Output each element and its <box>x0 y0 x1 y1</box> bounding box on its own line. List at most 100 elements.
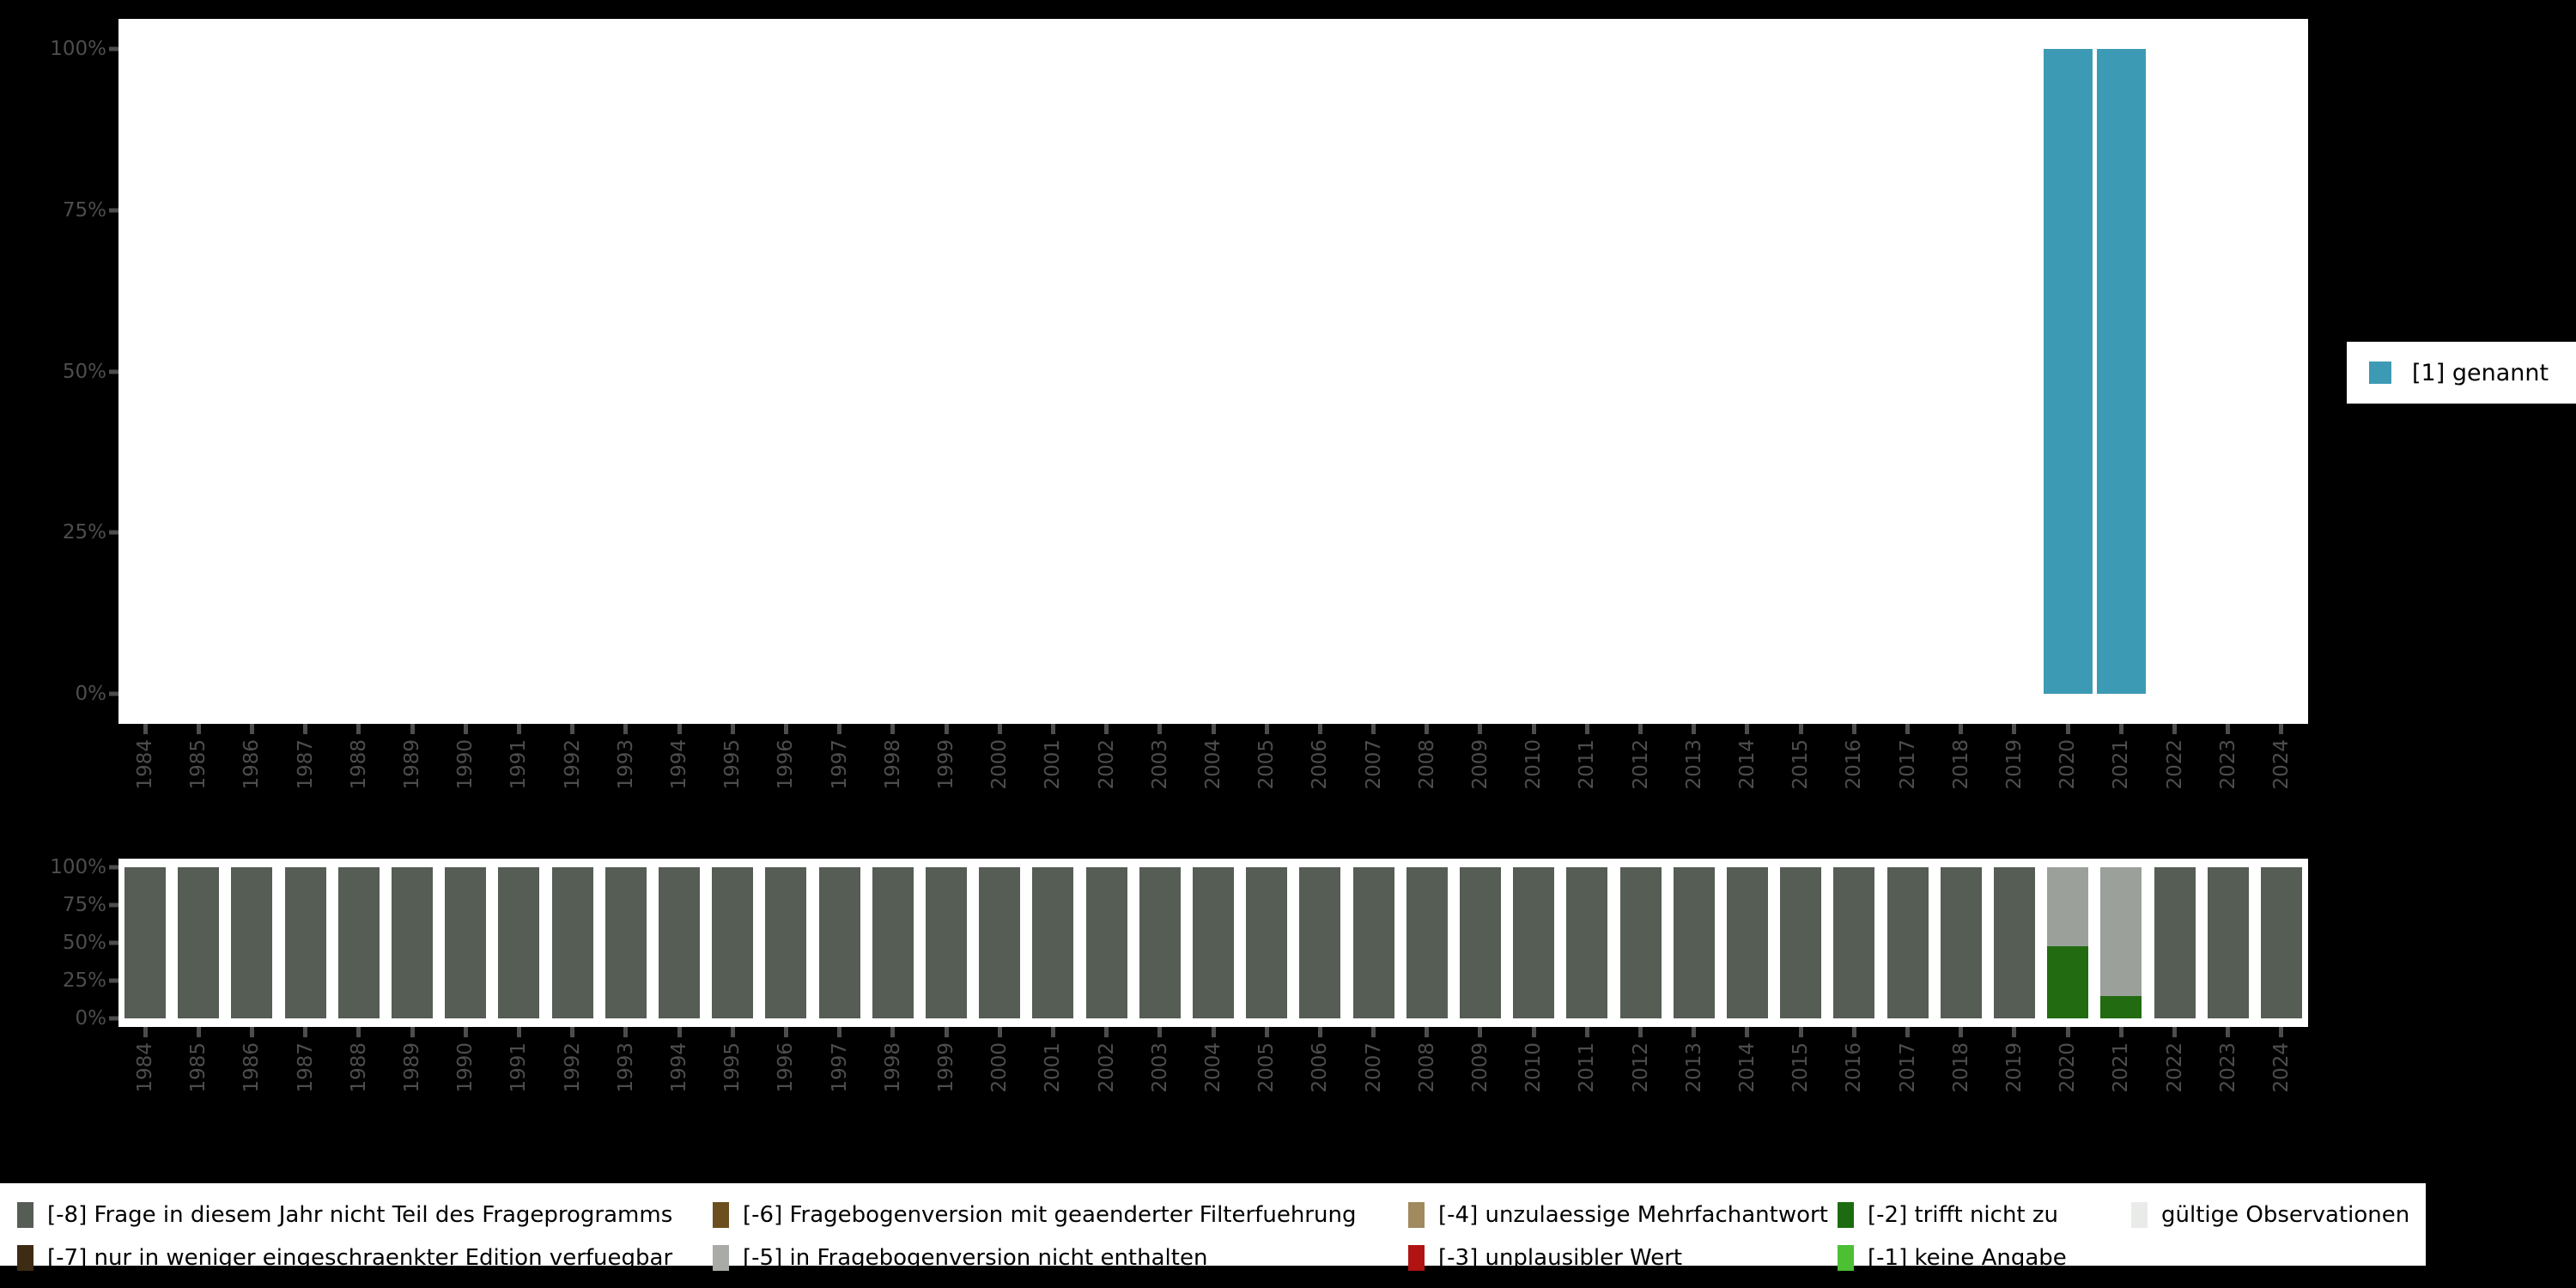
x-tick-label: 2016 <box>1843 1042 1866 1093</box>
x-tick-mark <box>410 724 415 734</box>
x-tick-mark <box>410 1027 415 1037</box>
y-tick-mark-bottom <box>109 978 118 983</box>
x-tick-mark <box>196 724 201 734</box>
x-tick-mark <box>1264 724 1269 734</box>
x-tick-label: 2002 <box>1095 1042 1118 1093</box>
stack-segment <box>1406 867 1448 1018</box>
stacked-bar-1991 <box>498 867 540 1018</box>
x-tick-mark <box>1798 724 1803 734</box>
stacked-bar-plot-area <box>118 859 2308 1027</box>
x-tick-label: 2023 <box>2216 1042 2239 1093</box>
x-tick-1995: 1995 <box>708 724 757 790</box>
legend-label: [-4] unzulaessige Mehrfachantwort <box>1438 1202 1828 1228</box>
x-tick-mark <box>1959 724 1964 734</box>
x-tick-label: 2011 <box>1576 1042 1599 1093</box>
stack-segment <box>1673 867 1715 1018</box>
stack-segment <box>1513 867 1555 1018</box>
x-tick-mark <box>730 724 735 734</box>
x-tick-mark <box>2279 724 2284 734</box>
x-tick-mark <box>783 724 788 734</box>
x-tick-label: 2024 <box>2269 1042 2293 1093</box>
x-tick-label: 1996 <box>775 739 798 790</box>
x-tick-mark <box>570 724 575 734</box>
x-tick-mark <box>356 724 361 734</box>
x-tick-label: 2012 <box>1629 1042 1652 1093</box>
stack-segment <box>1246 867 1288 1018</box>
x-tick-mark <box>1425 724 1430 734</box>
x-tick-2017: 2017 <box>1883 1027 1932 1093</box>
x-tick-mark <box>997 1027 1002 1037</box>
legend-item: [-4] unzulaessige Mehrfachantwort <box>1408 1202 1828 1228</box>
x-tick-mark <box>837 724 842 734</box>
x-tick-1993: 1993 <box>601 724 650 790</box>
x-tick-mark <box>1104 1027 1109 1037</box>
x-tick-mark <box>1584 1027 1589 1037</box>
x-tick-label: 2005 <box>1255 1042 1279 1093</box>
x-tick-mark <box>463 724 468 734</box>
stack-segment <box>872 867 914 1018</box>
x-tick-label: 1984 <box>134 1042 157 1093</box>
stack-segment <box>231 867 273 1018</box>
x-tick-label: 2022 <box>2163 739 2186 790</box>
x-tick-mark <box>837 1027 842 1037</box>
stacked-bar-2005 <box>1246 867 1288 1018</box>
legend-item: [-6] Fragebogenversion mit geaenderter F… <box>713 1202 1356 1228</box>
x-tick-1995: 1995 <box>708 1027 757 1093</box>
x-tick-mark <box>1851 1027 1856 1037</box>
stacked-bar-1986 <box>231 867 273 1018</box>
legend-swatch <box>713 1202 729 1228</box>
stacked-bar-1987 <box>284 867 326 1018</box>
x-tick-label: 1989 <box>401 739 424 790</box>
stacked-bar-2021 <box>2100 867 2142 1018</box>
stacked-bar-2000 <box>979 867 1021 1018</box>
x-tick-mark <box>1211 1027 1216 1037</box>
stack-segment <box>605 867 647 1018</box>
x-tick-label: 2006 <box>1309 1042 1332 1093</box>
x-tick-label: 2014 <box>1735 739 1759 790</box>
stack-segment <box>392 867 434 1018</box>
x-tick-label: 1998 <box>881 1042 904 1093</box>
stack-segment <box>1619 867 1662 1018</box>
x-tick-2023: 2023 <box>2203 724 2252 790</box>
x-tick-2006: 2006 <box>1296 1027 1345 1093</box>
stacked-bar-1994 <box>659 867 701 1018</box>
x-tick-label: 1995 <box>721 739 744 790</box>
stacked-bar-2018 <box>1940 867 1982 1018</box>
x-tick-label: 2021 <box>2110 1042 2133 1093</box>
legend-item: gültige Observationen <box>2131 1202 2409 1228</box>
x-tick-mark <box>623 724 629 734</box>
x-tick-label: 2014 <box>1735 1042 1759 1093</box>
x-tick-mark <box>1157 1027 1163 1037</box>
x-tick-label: 2004 <box>1202 739 1224 790</box>
stacked-bar-2006 <box>1299 867 1341 1018</box>
x-tick-mark <box>1745 724 1750 734</box>
x-tick-label: 1999 <box>935 1042 958 1093</box>
x-tick-2007: 2007 <box>1349 1027 1398 1093</box>
stacked-bar-1992 <box>551 867 593 1018</box>
x-tick-mark <box>2012 1027 2017 1037</box>
x-tick-2011: 2011 <box>1563 1027 1612 1093</box>
y-tick-label: 75% <box>62 198 106 222</box>
legend-label-genannt: [1] genannt <box>2412 359 2549 386</box>
stacked-bar-1989 <box>392 867 434 1018</box>
stack-segment <box>551 867 593 1018</box>
x-tick-mark <box>2172 1027 2177 1037</box>
stacked-bar-1996 <box>765 867 807 1018</box>
x-tick-1989: 1989 <box>388 1027 437 1093</box>
stacked-bar-2014 <box>1726 867 1768 1018</box>
legend-label: [-1] keine Angabe <box>1868 1245 2067 1271</box>
x-tick-2000: 2000 <box>975 724 1024 790</box>
x-tick-mark <box>1692 724 1697 734</box>
x-tick-2023: 2023 <box>2203 1027 2252 1093</box>
stack-segment <box>1940 867 1982 1018</box>
x-tick-label: 2017 <box>1896 1042 1919 1093</box>
x-tick-mark <box>143 724 148 734</box>
series-legend: [1] genannt <box>2347 342 2576 404</box>
x-tick-mark <box>303 724 308 734</box>
y-tick-mark-bottom <box>109 865 118 870</box>
x-tick-mark <box>890 724 896 734</box>
x-tick-2016: 2016 <box>1830 724 1879 790</box>
legend-swatch <box>1408 1202 1425 1228</box>
x-tick-mark <box>2012 724 2017 734</box>
x-tick-mark <box>677 724 682 734</box>
